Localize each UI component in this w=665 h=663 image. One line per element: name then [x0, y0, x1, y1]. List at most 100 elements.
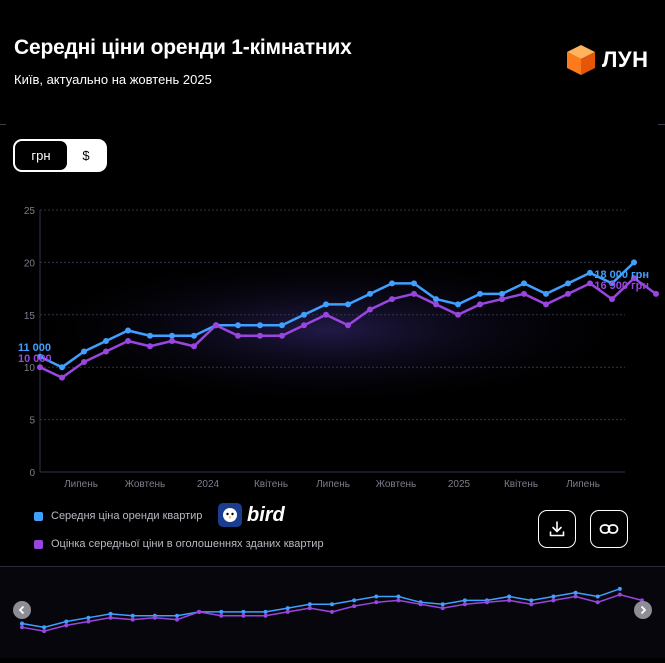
range-navigator[interactable]: [0, 566, 665, 658]
data-point: [411, 280, 417, 287]
bird-icon: [218, 503, 242, 527]
navigator-point: [241, 613, 246, 618]
chevron-right-icon: [640, 605, 647, 615]
currency-option-uah[interactable]: грн: [15, 141, 67, 170]
navigator-point: [440, 606, 445, 611]
navigator-point: [108, 611, 113, 616]
x-tick-label: Жовтень: [125, 479, 166, 490]
data-point: [323, 301, 329, 308]
navigator-point: [130, 617, 135, 622]
data-point: [455, 301, 461, 308]
navigator-point: [64, 623, 69, 628]
navigator-point: [573, 594, 578, 599]
data-point: [81, 348, 87, 355]
navigator-point: [263, 609, 268, 614]
navigator-right-button[interactable]: [634, 601, 652, 619]
x-tick-label: Липень: [64, 479, 98, 490]
data-point: [565, 290, 571, 297]
navigator-point: [197, 609, 202, 614]
navigator-point: [285, 606, 290, 611]
data-point: [279, 322, 285, 329]
y-tick-label: 5: [29, 416, 35, 427]
x-tick-label: Липень: [316, 479, 350, 490]
x-tick-label: 2024: [197, 479, 220, 490]
data-point: [257, 332, 263, 339]
legend-item-series1[interactable]: Середня ціна оренди квартир: [34, 510, 202, 522]
series-start-label: 10 000: [18, 353, 52, 365]
currency-toggle: грн $: [13, 139, 107, 172]
navigator-point: [462, 602, 467, 607]
navigator-point: [617, 586, 622, 591]
copy-link-button[interactable]: [590, 510, 628, 548]
chart-glow: [10, 250, 650, 410]
y-tick-label: 10: [24, 363, 36, 374]
data-point: [235, 332, 241, 339]
chevron-left-icon: [18, 605, 25, 615]
data-point: [653, 290, 659, 297]
data-point: [455, 311, 461, 318]
data-point: [499, 296, 505, 303]
series-end-label: 18 000 грн: [594, 269, 649, 281]
link-icon: [599, 524, 619, 534]
y-tick-label: 25: [24, 206, 36, 217]
data-point: [499, 290, 505, 297]
legend-item-series2[interactable]: Оцінка середньої ціни в оголошеннях здан…: [34, 538, 324, 550]
navigator-point: [307, 606, 312, 611]
data-point: [433, 301, 439, 308]
navigator-left-button[interactable]: [13, 601, 31, 619]
navigator-minichart: [20, 586, 644, 634]
download-button[interactable]: [538, 510, 576, 548]
data-point: [169, 332, 175, 339]
navigator-point: [108, 615, 113, 620]
navigator-point: [573, 590, 578, 595]
navigator-point: [529, 598, 534, 603]
data-point: [279, 332, 285, 339]
navigator-point: [396, 598, 401, 603]
navigator-point: [485, 600, 489, 605]
data-point: [59, 374, 65, 381]
data-point: [323, 311, 329, 318]
page-title: Середні ціни оренди 1-кімнатних: [14, 36, 352, 59]
series-start-label: 11 000: [18, 342, 51, 354]
legend-label: Оцінка середньої ціни в оголошеннях здан…: [51, 538, 324, 550]
navigator-point: [152, 615, 157, 620]
navigator-point: [462, 598, 467, 603]
x-tick-label: Жовтень: [376, 479, 417, 490]
data-point: [477, 290, 483, 297]
navigator-point: [263, 613, 268, 618]
data-point: [81, 358, 87, 365]
navigator-point: [86, 615, 91, 620]
data-point: [191, 332, 197, 339]
navigator-point: [374, 594, 379, 599]
navigator-point: [42, 625, 47, 630]
navigator-point: [285, 609, 290, 614]
data-point: [235, 322, 241, 329]
bird-logo[interactable]: bird: [218, 503, 285, 527]
navigator-point: [551, 594, 556, 599]
data-point: [301, 311, 307, 318]
navigator-point: [307, 602, 312, 607]
x-tick-label: Липень: [566, 479, 600, 490]
navigator-point: [507, 598, 512, 603]
legend-swatch: [34, 539, 43, 549]
divider: [658, 124, 665, 125]
data-point: [301, 322, 307, 329]
navigator-point: [219, 609, 224, 614]
cube-logo-icon: [567, 45, 595, 75]
navigator-point: [42, 629, 47, 634]
series-line: [39, 261, 635, 369]
data-point: [631, 259, 637, 266]
x-tick-label: Квітень: [254, 479, 288, 490]
data-point: [103, 348, 109, 355]
data-point: [345, 322, 351, 329]
data-point: [125, 327, 131, 334]
data-point: [521, 290, 527, 297]
currency-option-usd[interactable]: $: [82, 148, 90, 163]
data-point: [257, 322, 263, 329]
navigator-point: [418, 602, 423, 607]
lun-logo: ЛУН: [566, 44, 649, 76]
navigator-point: [352, 604, 357, 609]
navigator-point: [396, 594, 401, 599]
data-point: [477, 301, 483, 308]
